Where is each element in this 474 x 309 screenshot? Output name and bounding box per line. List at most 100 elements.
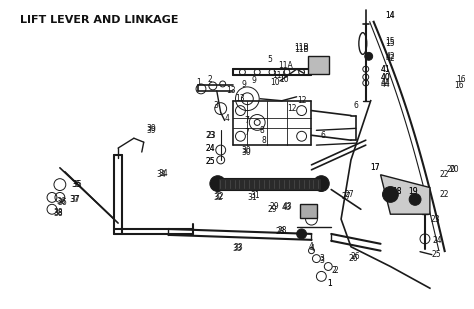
Text: 32: 32 (214, 192, 224, 201)
Text: 8: 8 (260, 126, 264, 135)
Text: 24: 24 (205, 144, 215, 153)
Text: 40: 40 (381, 73, 391, 82)
Text: 36: 36 (57, 198, 67, 207)
Text: 41: 41 (381, 65, 390, 74)
Bar (300, 204, 318, 218)
Bar (218, 178, 321, 189)
Text: 4: 4 (224, 114, 229, 123)
Text: 11B: 11B (294, 45, 309, 54)
Text: 33: 33 (234, 243, 243, 252)
Text: 10: 10 (270, 78, 280, 87)
Text: 33: 33 (233, 244, 242, 253)
Text: 2: 2 (208, 74, 212, 83)
Text: 42: 42 (386, 52, 395, 61)
Text: 34: 34 (159, 169, 168, 178)
Text: 25: 25 (432, 250, 442, 259)
Text: 10: 10 (279, 74, 289, 83)
Text: 12: 12 (287, 104, 297, 113)
Text: 8: 8 (262, 136, 266, 145)
Text: 3: 3 (319, 256, 324, 265)
Text: 15: 15 (386, 37, 395, 46)
Text: 16: 16 (455, 82, 465, 91)
Text: 17: 17 (370, 163, 380, 172)
Text: 27: 27 (344, 190, 354, 199)
Text: 22: 22 (440, 190, 449, 199)
Text: 35: 35 (72, 180, 82, 189)
Text: 11A: 11A (273, 70, 287, 80)
Text: 44: 44 (381, 78, 391, 87)
Text: 26: 26 (348, 254, 358, 263)
Text: 31: 31 (247, 193, 257, 202)
Text: 22: 22 (440, 170, 449, 179)
Circle shape (210, 176, 226, 192)
Text: 1: 1 (197, 78, 201, 87)
Text: 29: 29 (267, 205, 277, 214)
Circle shape (365, 53, 373, 60)
Circle shape (383, 187, 398, 202)
Text: 36: 36 (56, 197, 66, 206)
Text: 29: 29 (269, 202, 279, 211)
Text: 30: 30 (241, 147, 251, 157)
Text: 4: 4 (310, 244, 315, 253)
Text: 37: 37 (70, 195, 80, 204)
Text: 32: 32 (213, 193, 223, 202)
Text: 31: 31 (250, 191, 260, 200)
Text: 43: 43 (282, 203, 292, 212)
Text: 14: 14 (386, 11, 395, 20)
Text: 7: 7 (244, 116, 249, 125)
Text: 23: 23 (430, 215, 440, 224)
Text: 19: 19 (408, 187, 418, 196)
Text: 41: 41 (381, 65, 390, 74)
Text: 2: 2 (332, 266, 337, 275)
Text: 42: 42 (386, 54, 395, 63)
Text: 24: 24 (433, 236, 443, 245)
Circle shape (297, 229, 307, 239)
Text: 39: 39 (147, 126, 156, 135)
Text: 25: 25 (205, 157, 215, 167)
Text: 9: 9 (252, 77, 257, 86)
Text: 13: 13 (226, 86, 236, 95)
Text: 13: 13 (236, 94, 245, 103)
Text: 20: 20 (450, 165, 459, 174)
Text: 21: 21 (305, 208, 314, 217)
Text: 16: 16 (456, 74, 466, 83)
Text: 14: 14 (386, 11, 395, 20)
Text: 1: 1 (327, 279, 332, 288)
Text: 18: 18 (392, 187, 402, 196)
Text: 1: 1 (327, 279, 332, 288)
Text: 44: 44 (381, 80, 391, 89)
Text: 11A: 11A (278, 61, 293, 70)
Text: 9: 9 (242, 80, 247, 89)
Text: 38: 38 (53, 209, 63, 218)
Text: 4: 4 (309, 242, 314, 251)
Text: 23: 23 (206, 131, 216, 140)
Text: 7: 7 (244, 128, 249, 137)
Text: 27: 27 (341, 192, 351, 201)
Text: 15: 15 (386, 39, 395, 48)
Text: 21: 21 (302, 205, 311, 214)
Text: 24: 24 (205, 144, 215, 153)
Text: 3: 3 (319, 254, 324, 263)
Text: 19: 19 (408, 187, 418, 196)
Text: 11B: 11B (294, 43, 309, 52)
Text: 34: 34 (156, 170, 166, 179)
Text: 6: 6 (321, 131, 326, 140)
Text: 23: 23 (205, 131, 215, 140)
Text: 3: 3 (213, 101, 218, 110)
Text: 18: 18 (392, 187, 402, 196)
Text: 12: 12 (297, 96, 306, 105)
Text: 43: 43 (283, 202, 292, 211)
Text: 5: 5 (268, 55, 273, 64)
Text: 30: 30 (241, 146, 251, 154)
Text: LIFT LEVER AND LINKAGE: LIFT LEVER AND LINKAGE (20, 15, 179, 25)
Text: 17: 17 (370, 163, 380, 172)
Circle shape (409, 193, 421, 205)
Text: 6: 6 (354, 101, 358, 110)
Text: 37: 37 (71, 195, 81, 204)
Text: 39: 39 (147, 124, 156, 133)
Text: 38: 38 (53, 208, 63, 217)
Text: 28: 28 (277, 226, 287, 235)
Text: 28: 28 (275, 227, 285, 236)
Text: 35: 35 (73, 180, 82, 189)
Text: 25: 25 (205, 157, 215, 167)
